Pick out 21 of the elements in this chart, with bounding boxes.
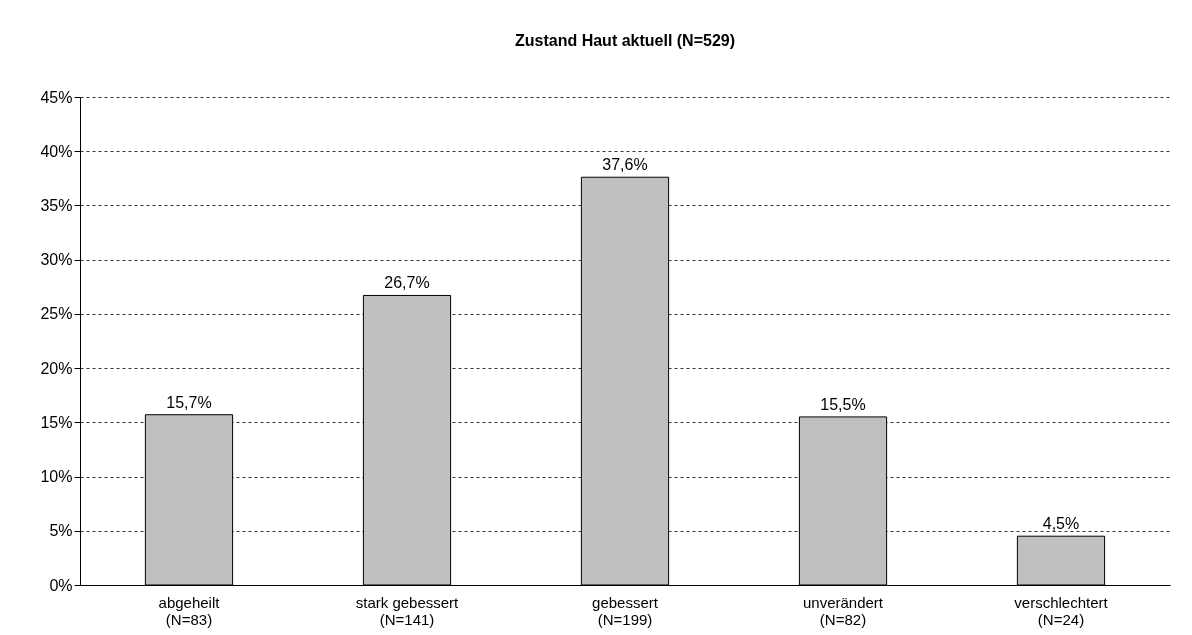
data-label: 37,6% — [602, 156, 648, 174]
x-tick-label: verschlechtert (N=24) — [1014, 593, 1109, 628]
chart-title: Zustand Haut aktuell (N=529) — [514, 32, 736, 49]
y-tick-label: 30% — [40, 251, 73, 269]
x-tick-label: abgeheilt (N=83) — [158, 593, 221, 628]
data-label: 4,5% — [1042, 515, 1080, 533]
y-tick-label: 45% — [40, 88, 73, 106]
y-tick-label: 35% — [40, 196, 73, 214]
x-tick-label: stark gebessert (N=141) — [355, 593, 460, 628]
y-tick-label: 25% — [40, 305, 73, 323]
y-tick-label: 20% — [40, 359, 73, 377]
y-tick-label: 10% — [40, 468, 73, 486]
y-tick-label: 5% — [49, 522, 73, 540]
x-tick-label: gebessert (N=199) — [592, 593, 659, 628]
data-label: 15,7% — [166, 393, 212, 411]
y-tick-label: 15% — [40, 413, 73, 431]
x-tick-label: unverändert (N=82) — [802, 593, 884, 628]
data-label: 15,5% — [820, 395, 866, 413]
data-label: 26,7% — [384, 274, 430, 292]
y-tick-label: 0% — [49, 576, 73, 594]
y-tick-label: 40% — [40, 142, 73, 160]
